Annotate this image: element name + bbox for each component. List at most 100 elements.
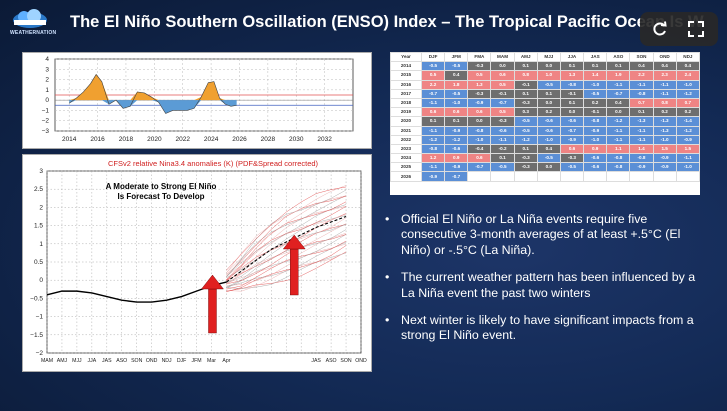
- oni-value-cell: -0.5: [513, 125, 538, 136]
- oni-value-cell: [536, 171, 561, 182]
- oni-value-cell: -0.5: [536, 153, 561, 164]
- y-tick-label: 4: [45, 56, 49, 63]
- weather-logo-icon: [13, 9, 47, 28]
- x-tick-label: SON: [131, 358, 142, 364]
- x-tick-label: SON: [340, 358, 351, 364]
- table-header-row: Year DJF JFM FMA MAM AMJ MJJ JJA JAS ASO SON OND NDJ: [390, 51, 701, 63]
- season-column-header: JJA: [559, 51, 585, 63]
- oni-value-cell: 0.6: [467, 153, 492, 164]
- oni-value-cell: 0.0: [536, 162, 561, 173]
- x-tick-label: NDJ: [162, 358, 172, 364]
- x-tick-label: 2020: [147, 136, 162, 143]
- ensemble-member-line: [226, 234, 347, 289]
- oni-value-cell: [675, 171, 701, 182]
- oni-value-cell: 0.1: [513, 88, 538, 99]
- oni-value-cell: -1.1: [606, 134, 631, 145]
- oni-value-cell: -0.3: [513, 153, 538, 164]
- oni-value-cell: 0.1: [420, 116, 446, 127]
- oni-value-cell: -0.7: [606, 88, 631, 99]
- ensemble-member-line: [226, 195, 347, 273]
- oni-value-cell: -1.1: [420, 162, 446, 173]
- oni-value-cell: 0.1: [444, 116, 469, 127]
- oni-value-cell: 0.0: [559, 107, 585, 118]
- ensemble-member-line: [226, 186, 347, 271]
- oni-value-cell: -0.8: [606, 162, 631, 173]
- oni-value-cell: [629, 171, 654, 182]
- ensemble-member-line: [226, 189, 347, 278]
- oni-value-cell: 0.0: [490, 61, 515, 72]
- oni-value-cell: -1.2: [675, 125, 701, 136]
- oni-value-cell: -1.1: [629, 125, 654, 136]
- year-cell: 2017: [390, 88, 422, 99]
- table-row: 2024 1.2 0.9 0.6 0.1 -0.3 -0.5 -0.3 -0.6 -0.8 -0.8…: [390, 153, 701, 164]
- oni-value-cell: -0.9: [420, 171, 446, 182]
- year-cell: 2014: [390, 61, 422, 72]
- x-tick-label: 2016: [90, 136, 105, 143]
- y-tick-label: 1.5: [34, 223, 43, 230]
- oni-value-cell: 0.6: [490, 70, 515, 81]
- season-column-header: MAM: [490, 51, 515, 63]
- oni-value-cell: -0.9: [652, 162, 677, 173]
- refresh-button[interactable]: [651, 20, 669, 38]
- ensemble-member-line: [226, 195, 347, 278]
- x-tick-label: 2018: [119, 136, 134, 143]
- oni-value-cell: 1.2: [420, 153, 446, 164]
- table-row: 2015 0.5 0.4 0.5 0.6 0.8 1.0 1.3 1.4 1.9 2.2 2.3 2.4: [390, 70, 701, 81]
- table-row: 2025 -1.1 -0.9 -0.7 -0.5 -0.3 0.0 -0.5 -0.6 -0.8-…: [390, 162, 701, 173]
- y-tick-label: 2: [39, 204, 43, 211]
- oni-value-cell: 2.2: [420, 79, 446, 90]
- oni-value-cell: -1.4: [675, 116, 701, 127]
- oni-value-cell: -0.3: [559, 153, 585, 164]
- oni-value-cell: -1.2: [513, 134, 538, 145]
- oni-value-cell: 2.3: [652, 70, 677, 81]
- oni-value-cell: -0.3: [513, 97, 538, 109]
- year-cell: 2016: [390, 79, 422, 90]
- oni-value-cell: -0.8: [559, 79, 585, 90]
- oni-value-cell: -0.9: [559, 134, 585, 145]
- ensemble-member-line: [226, 185, 347, 274]
- oni-value-cell: -0.7: [420, 88, 446, 99]
- table-row: 2023 -0.8 -0.6 -0.4 -0.2 0.1 0.4 0.6 0.9 1.1 1.4 1.…: [390, 143, 701, 155]
- oni-value-cell: 0.0: [536, 97, 561, 109]
- oni-value-cell: -1.0: [675, 162, 701, 173]
- season-column-header: SON: [629, 51, 654, 63]
- oni-value-cell: [490, 171, 515, 182]
- oni-value-cell: -0.5: [513, 116, 538, 127]
- oni-value-cell: 1.4: [583, 70, 608, 81]
- oni-value-cell: -1.1: [606, 125, 631, 136]
- y-tick-label: −1: [42, 107, 50, 114]
- year-cell: 2024: [390, 153, 422, 164]
- oni-value-cell: -0.1: [513, 79, 538, 90]
- oni-value-cell: -0.8: [467, 125, 492, 136]
- oni-value-cell: 0.0: [467, 116, 492, 127]
- oni-value-cell: -1.2: [420, 134, 446, 145]
- table-row: 2019 0.6 0.6 0.6 0.5 0.3 0.2 0.0 -0.1 0.0 0.1 0.2 0.…: [390, 107, 701, 118]
- oni-value-cell: -0.6: [536, 116, 561, 127]
- oni-value-cell: -0.4: [467, 143, 492, 155]
- season-column-header: AMJ: [513, 51, 538, 63]
- ensemble-member-line: [226, 240, 347, 290]
- oni-value-cell: -0.9: [675, 134, 701, 145]
- oni-value-cell: -1.1: [420, 97, 446, 109]
- oni-value-cell: -1.3: [652, 125, 677, 136]
- oni-value-cell: [467, 171, 492, 182]
- x-tick-label: DJF: [177, 358, 187, 364]
- oni-value-cell: -1.1: [629, 79, 654, 90]
- forecast-arrow-shaft: [290, 248, 299, 296]
- oni-value-cell: 0.4: [675, 61, 701, 72]
- oni-value-cell: -1.3: [652, 116, 677, 127]
- expand-button[interactable]: [687, 20, 705, 38]
- bullet-item: The current weather pattern has been inf…: [385, 270, 705, 301]
- oni-value-cell: -1.0: [675, 79, 701, 90]
- oni-value-cell: 0.1: [513, 143, 538, 155]
- oni-value-cell: 1.8: [444, 79, 469, 90]
- oni-value-cell: 0.7: [675, 97, 701, 109]
- x-tick-label: 2030: [289, 136, 304, 143]
- year-cell: 2019: [390, 107, 422, 118]
- x-tick-label: 2024: [204, 136, 219, 143]
- oni-value-cell: [559, 171, 585, 182]
- oni-value-cell: -0.8: [606, 153, 631, 164]
- oni-value-cell: -1.2: [444, 134, 469, 145]
- y-tick-label: −3: [42, 128, 50, 135]
